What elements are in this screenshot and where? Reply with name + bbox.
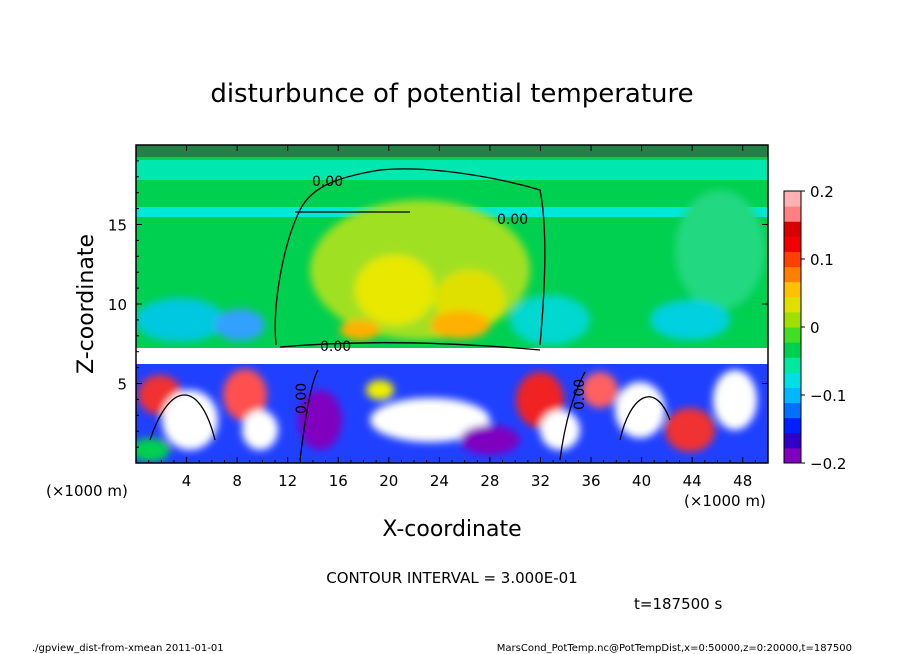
chart-title: disturbunce of potential temperature — [210, 79, 693, 109]
lower-green-1 — [136, 438, 170, 462]
contour-label: 0.00 — [572, 379, 588, 410]
colorbar-swatch — [784, 357, 801, 373]
y-tick-label: 10 — [108, 296, 127, 314]
x-tick-label: 20 — [379, 472, 398, 490]
x-tick-label: 32 — [531, 472, 550, 490]
lower-white-6 — [713, 370, 757, 430]
lower-white-1 — [162, 390, 218, 450]
upper-cyan-band — [136, 160, 768, 180]
colorbar: 0.2 0.1 0 −0.1 −0.2 — [783, 183, 846, 473]
contour-label: 0.00 — [320, 339, 351, 355]
colorbar-swatch — [784, 251, 801, 268]
x-unit-right: (×1000 m) — [684, 492, 766, 510]
x-axis-label: X-coordinate — [382, 517, 521, 542]
warm-region-yellow — [355, 255, 435, 325]
x-tick-label: 8 — [232, 472, 242, 490]
colorbar-swatch — [784, 311, 801, 328]
contour-line-warm-region — [274, 168, 546, 346]
lower-yellow-1 — [366, 380, 394, 400]
y-axis: 5 10 15 — [108, 160, 768, 448]
top-noise-band — [136, 145, 768, 157]
y-axis-label: Z-coordinate — [74, 234, 99, 374]
colorbar-swatch — [784, 236, 801, 252]
contour-line-lower-4 — [619, 396, 671, 441]
y-tick-label: 15 — [108, 217, 127, 235]
x-tick-label: 12 — [278, 472, 297, 490]
x-tick-label: 16 — [329, 472, 348, 490]
lower-purple-2 — [460, 425, 520, 455]
colorbar-swatch — [784, 281, 801, 298]
inversion-band — [136, 348, 768, 364]
colorbar-swatch — [784, 342, 801, 358]
lower-white-4 — [540, 410, 580, 450]
colorbar-swatch — [784, 221, 801, 237]
warm-spot-orange-2 — [340, 320, 380, 340]
contour-interval-label: CONTOUR INTERVAL = 3.000E-01 — [326, 569, 577, 587]
contour-label: 0.00 — [294, 383, 310, 414]
colorbar-swatch — [784, 266, 801, 283]
colorbar-swatch — [784, 327, 801, 343]
y-tick-label: 5 — [117, 376, 127, 394]
colorbar-tick-label: 0.1 — [810, 251, 834, 269]
warm-spot-orange — [430, 311, 490, 339]
x-tick-label: 4 — [182, 472, 192, 490]
colorbar-swatch — [784, 191, 801, 207]
colorbar-tick-label: 0.2 — [810, 183, 834, 201]
contour-lines — [149, 168, 671, 461]
heatmap-field — [136, 145, 768, 463]
colorbar-tick-label: 0 — [810, 319, 820, 337]
x-tick-label: 28 — [480, 472, 499, 490]
colorbar-swatch — [784, 296, 801, 313]
cool-patch-mid — [510, 295, 590, 345]
colorbar-swatch — [784, 206, 801, 222]
colorbar-swatch — [784, 372, 801, 388]
lower-purple-1 — [298, 390, 342, 450]
colorbar-swatch — [784, 417, 801, 434]
x-tick-label: 24 — [430, 472, 449, 490]
footer-right: MarsCond_PotTemp.nc@PotTempDist,x=0:5000… — [497, 643, 852, 654]
lower-white-2 — [242, 410, 278, 450]
x-unit-left: (×1000 m) — [46, 482, 128, 500]
x-tick-label: 40 — [632, 472, 651, 490]
contour-label: 0.00 — [312, 174, 343, 190]
colorbar-swatch — [784, 432, 801, 449]
colorbar-swatch — [784, 387, 801, 404]
x-tick-label: 44 — [683, 472, 702, 490]
lower-red-2 — [223, 369, 267, 421]
contour-line-lower-3 — [559, 371, 586, 461]
cool-patch-left-2 — [215, 309, 265, 341]
x-tick-label: 48 — [733, 472, 752, 490]
footer-left: ./gpview_dist-from-xmean 2011-01-01 — [32, 643, 224, 654]
lower-white-3 — [370, 398, 490, 442]
colorbar-swatch — [784, 447, 801, 464]
lower-red-5 — [665, 408, 715, 452]
contour-line-inversion — [279, 342, 541, 351]
time-label: t=187500 s — [634, 595, 722, 613]
contour-line-lower-2 — [299, 369, 319, 461]
cool-patch-left — [136, 298, 225, 342]
lower-red-4 — [582, 372, 618, 408]
x-tick-label: 36 — [581, 472, 600, 490]
cool-patch-right-2 — [650, 300, 730, 340]
lower-white-5 — [615, 382, 665, 438]
colorbar-swatch — [784, 402, 801, 419]
contour-line-lower-1 — [149, 394, 216, 441]
contour-label: 0.00 — [497, 212, 528, 228]
colorbar-tick-label: −0.1 — [810, 387, 846, 405]
x-axis: 4 8 12 16 20 24 28 32 36 40 44 48 — [148, 145, 756, 490]
colorbar-tick-label: −0.2 — [810, 455, 846, 473]
contour-labels: 0.00 0.00 0.00 0.00 0.00 — [294, 174, 588, 414]
cool-patch-right — [675, 190, 765, 310]
